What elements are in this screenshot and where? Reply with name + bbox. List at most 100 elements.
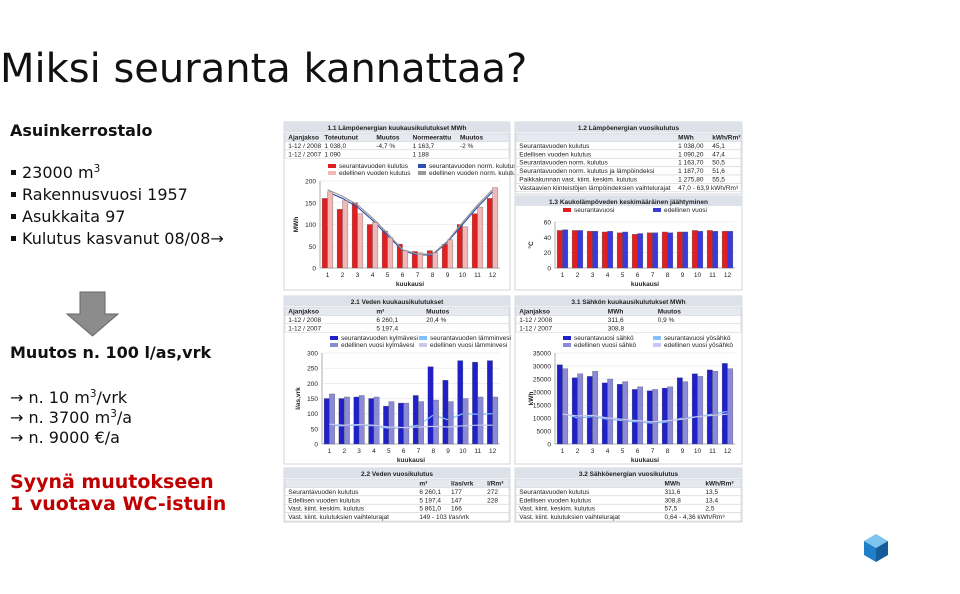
y-tick-label: 40 bbox=[544, 235, 552, 242]
legend-swatch bbox=[563, 336, 571, 340]
bullet-item-text: 23000 m bbox=[22, 163, 94, 182]
x-tick-label: 6 bbox=[636, 448, 640, 455]
table-cell: 311,6 bbox=[665, 489, 681, 496]
arrow-item-rest: /vrk bbox=[96, 388, 127, 407]
legend-label: edellinen vuosi kylmävesi bbox=[341, 342, 414, 349]
bullet-item-sup: 3 bbox=[94, 163, 101, 175]
bar bbox=[556, 230, 563, 269]
table-header-cell: kWh/Rm³ bbox=[712, 135, 741, 142]
bar bbox=[682, 381, 689, 445]
legend-swatch bbox=[418, 171, 426, 175]
y-tick-label: 150 bbox=[307, 396, 318, 403]
bar bbox=[631, 234, 638, 269]
panel-title: 1.3 Kaukolämpöveden keskimääräinen jääht… bbox=[549, 199, 708, 206]
y-axis-label: MWh bbox=[293, 217, 300, 233]
table-cell: 55,5 bbox=[712, 177, 725, 184]
down-arrow bbox=[65, 291, 120, 337]
bar bbox=[592, 371, 599, 445]
table-header-cell: l/as/vrk bbox=[451, 481, 474, 488]
legend-label: seurantavuoden kylmävesi bbox=[341, 335, 418, 342]
table-cell: Edellisen vuoden kulutus bbox=[288, 497, 361, 504]
x-tick-label: 8 bbox=[431, 448, 435, 455]
table-row bbox=[284, 323, 510, 333]
table-cell: 5 197,4 bbox=[376, 325, 398, 332]
panel-title: 2.2 Veden vuosikulutus bbox=[361, 471, 433, 478]
table-header-cell: Muutos bbox=[460, 135, 483, 142]
panel-title: 3.2 Sähköenergian vuosikulutus bbox=[579, 471, 679, 478]
x-tick-label: 7 bbox=[416, 272, 420, 279]
x-axis-label: kuukausi bbox=[397, 457, 425, 464]
y-tick-label: 35000 bbox=[533, 351, 551, 358]
panel-title: 1.1 Lämpöenergian kuukausikulutukset MWh bbox=[327, 125, 466, 132]
bar bbox=[327, 191, 334, 269]
bar bbox=[372, 222, 379, 269]
bar bbox=[351, 202, 358, 269]
bar bbox=[403, 402, 410, 445]
bar bbox=[471, 213, 478, 269]
bar bbox=[336, 209, 343, 269]
x-tick-label: 1 bbox=[326, 272, 330, 279]
bar bbox=[727, 231, 734, 269]
table-cell: Seurantavuoden kulutus bbox=[288, 489, 359, 496]
bar bbox=[562, 229, 569, 269]
bar bbox=[342, 200, 349, 269]
bar bbox=[622, 231, 629, 269]
bar bbox=[586, 376, 593, 445]
x-axis-label: kuukausi bbox=[396, 281, 424, 288]
bar bbox=[571, 230, 578, 269]
bar bbox=[418, 401, 424, 445]
table-row bbox=[284, 149, 510, 159]
table-row bbox=[515, 323, 742, 333]
legend-label: edellinen vuosi sähkö bbox=[574, 342, 637, 349]
bar bbox=[691, 373, 698, 445]
bar bbox=[388, 401, 395, 445]
table-cell: 1-12 / 2008 bbox=[519, 317, 552, 324]
bar bbox=[586, 231, 593, 269]
y-tick-label: 0 bbox=[547, 442, 551, 449]
bar bbox=[601, 382, 608, 445]
cause: 1 vuotava WC-istuin bbox=[10, 493, 226, 515]
logo-cube bbox=[864, 534, 888, 562]
x-tick-label: 8 bbox=[666, 448, 670, 455]
panel-title: 3.1 Sähkön kuukausikulutukset MWh bbox=[571, 299, 685, 306]
arrow-item-text: → n. 3700 m bbox=[10, 408, 110, 427]
series-line bbox=[327, 189, 493, 255]
bar bbox=[433, 399, 439, 445]
bar bbox=[462, 398, 469, 445]
x-tick-label: 10 bbox=[459, 448, 467, 455]
bullet-item: 23000 m3 bbox=[22, 163, 100, 182]
panel-title-bar bbox=[515, 468, 742, 478]
bar bbox=[556, 364, 563, 445]
bar bbox=[637, 386, 644, 445]
x-tick-label: 6 bbox=[402, 448, 406, 455]
bar bbox=[457, 360, 464, 445]
table-cell: 5 861,0 bbox=[419, 506, 441, 513]
bar bbox=[601, 231, 608, 269]
bar bbox=[427, 366, 434, 445]
bar bbox=[402, 250, 409, 269]
bar bbox=[462, 226, 469, 269]
x-tick-label: 2 bbox=[576, 272, 580, 279]
bar bbox=[492, 187, 499, 269]
bar bbox=[712, 231, 719, 269]
legend-swatch bbox=[418, 164, 426, 168]
x-tick-label: 7 bbox=[651, 448, 655, 455]
bar bbox=[646, 232, 653, 269]
conclusion: Muutos n. 100 l/as,vrk bbox=[10, 343, 211, 362]
panel-title-bar bbox=[284, 122, 510, 132]
table-row bbox=[515, 512, 742, 522]
x-tick-label: 10 bbox=[694, 448, 702, 455]
x-axis-label: kuukausi bbox=[631, 457, 659, 464]
legend-swatch bbox=[419, 343, 427, 347]
subtitle: Asuinkerrostalo bbox=[10, 121, 152, 140]
x-tick-label: 12 bbox=[724, 272, 732, 279]
table-cell: 5 197,4 bbox=[419, 497, 441, 504]
table-cell: 308,8 bbox=[608, 325, 625, 332]
legend-swatch bbox=[330, 343, 338, 347]
table-header-cell: Normeerattu bbox=[413, 135, 452, 142]
x-tick-label: 6 bbox=[401, 272, 405, 279]
table-cell: Seurantavuoden kulutus bbox=[519, 143, 590, 150]
bar bbox=[486, 198, 493, 269]
table-cell: 1 187,70 bbox=[678, 168, 704, 175]
x-tick-label: 7 bbox=[651, 272, 655, 279]
